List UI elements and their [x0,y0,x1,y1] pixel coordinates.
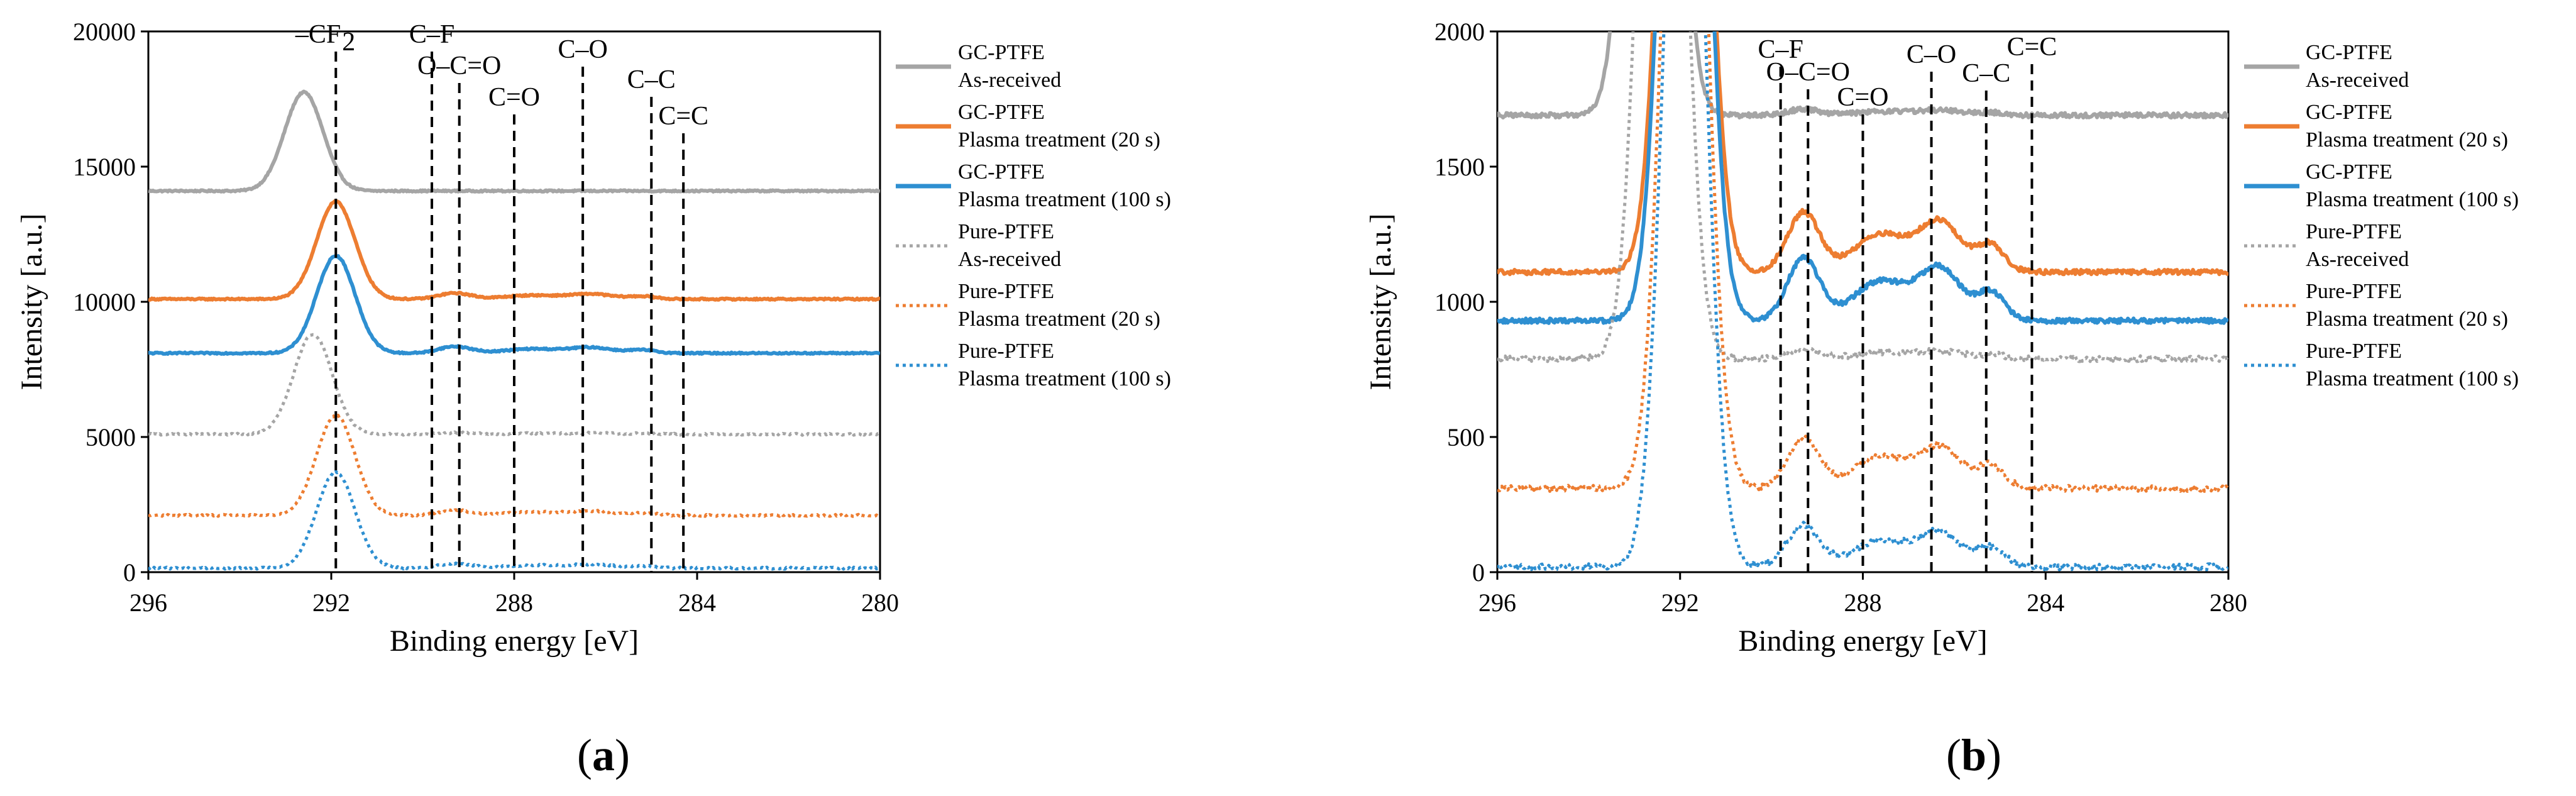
y-tick-label: 5000 [85,423,136,451]
y-tick-label: 15000 [73,153,136,181]
legend-label-line1: GC-PTFE [2306,41,2392,64]
y-tick-label: 0 [123,558,136,587]
peak-marker-label: –CF [295,20,341,49]
series-line [148,470,880,571]
peak-marker-label: C=C [2007,33,2057,62]
peak-marker-label: C–O [558,35,607,64]
legend-label-line1: Pure-PTFE [958,220,1054,243]
y-axis-title: Intensity [a.u.] [15,213,48,390]
legend-label-line2: As-received [2306,248,2409,271]
legend-label-line1: GC-PTFE [2306,160,2392,184]
legend-label-line2: As-received [2306,69,2409,92]
legend-label-line1: GC-PTFE [2306,101,2392,124]
y-tick-label: 500 [1447,423,1485,451]
x-tick-label: 288 [1844,589,1882,617]
peak-marker-label: O–C=O [1766,58,1850,87]
x-tick-label: 280 [2210,589,2247,617]
legend: GC-PTFE As-received GC-PTFE Plasma treatmen… [2244,41,2519,390]
legend-label-line2: Plasma treatment (100 s) [958,188,1171,211]
peak-marker-label: C–F [1758,35,1803,64]
series-line [148,89,880,194]
x-tick-label: 296 [129,589,167,617]
peak-marker-label: C–C [627,65,676,94]
legend-label-line1: Pure-PTFE [2306,280,2402,303]
series-line [1497,31,2228,277]
legend-label-line1: GC-PTFE [958,101,1045,124]
panel-a-chart: 0 5000 10000 15000 20000 296 292 288 284 280 Bindi… [15,18,1171,780]
x-tick-label: 280 [861,589,899,617]
legend-label-line2: Plasma treatment (20 s) [958,307,1160,331]
y-tick-label: 1000 [1434,288,1485,316]
y-tick-label: 0 [1472,558,1485,587]
legend-label-line2: Plasma treatment (100 s) [2306,367,2519,390]
x-axis-title: Binding energy [eV] [1738,624,1987,658]
legend-label-line1: Pure-PTFE [958,340,1054,363]
x-tick-label: 296 [1478,589,1516,617]
peak-marker-subscript: 2 [342,28,355,57]
peak-marker-label: C=C [658,102,708,131]
legend-label-line2: Plasma treatment (100 s) [958,367,1171,390]
legend-label-line1: Pure-PTFE [958,280,1054,303]
panel-label-letter: b [1961,730,1986,780]
panel-label: (a) [577,730,630,780]
y-tick-label: 10000 [73,288,136,316]
legend-label-line2: Plasma treatment (100 s) [2306,188,2519,211]
x-tick-label: 288 [495,589,533,617]
series-line [1497,31,2228,493]
series-line [1497,31,2228,363]
legend-label-line1: GC-PTFE [958,41,1045,64]
legend-label-line1: Pure-PTFE [2306,340,2402,363]
x-tick-label: 284 [2027,589,2064,617]
legend-label-line2: As-received [958,248,1061,271]
legend-label-line2: Plasma treatment (20 s) [2306,307,2508,331]
y-tick-label: 2000 [1434,18,1485,46]
panel-label-letter: a [592,730,615,780]
peak-marker-label: C–O [1907,40,1956,69]
series-line [1497,31,2228,120]
y-tick-label: 20000 [73,18,136,46]
x-axis-title: Binding energy [eV] [390,624,639,658]
peak-marker-label: C=O [1837,83,1888,112]
legend: GC-PTFE As-received GC-PTFE Plasma treatmen… [896,41,1171,390]
legend-label-line2: Plasma treatment (20 s) [958,128,1160,152]
peak-marker-label: C–C [1962,59,2010,88]
legend-label-line2: As-received [958,69,1061,92]
x-tick-label: 284 [678,589,716,617]
peak-marker-label: O–C=O [417,52,501,80]
panel-b-chart: 0 500 1000 1500 2000 296 292 288 284 280 Binding e… [1364,18,2519,780]
peak-marker-label: C=O [488,83,540,112]
plot-area [1497,31,2228,572]
y-axis-title: Intensity [a.u.] [1364,213,1397,390]
series-line [1497,31,2228,325]
legend-label-line1: GC-PTFE [958,160,1045,184]
legend-label-line1: Pure-PTFE [2306,220,2402,243]
panel-label: (b) [1946,730,2001,780]
peak-marker-label: C–F [409,20,454,49]
legend-label-line2: Plasma treatment (20 s) [2306,128,2508,152]
x-tick-label: 292 [312,589,350,617]
x-tick-label: 292 [1661,589,1699,617]
y-tick-label: 1500 [1434,153,1485,181]
